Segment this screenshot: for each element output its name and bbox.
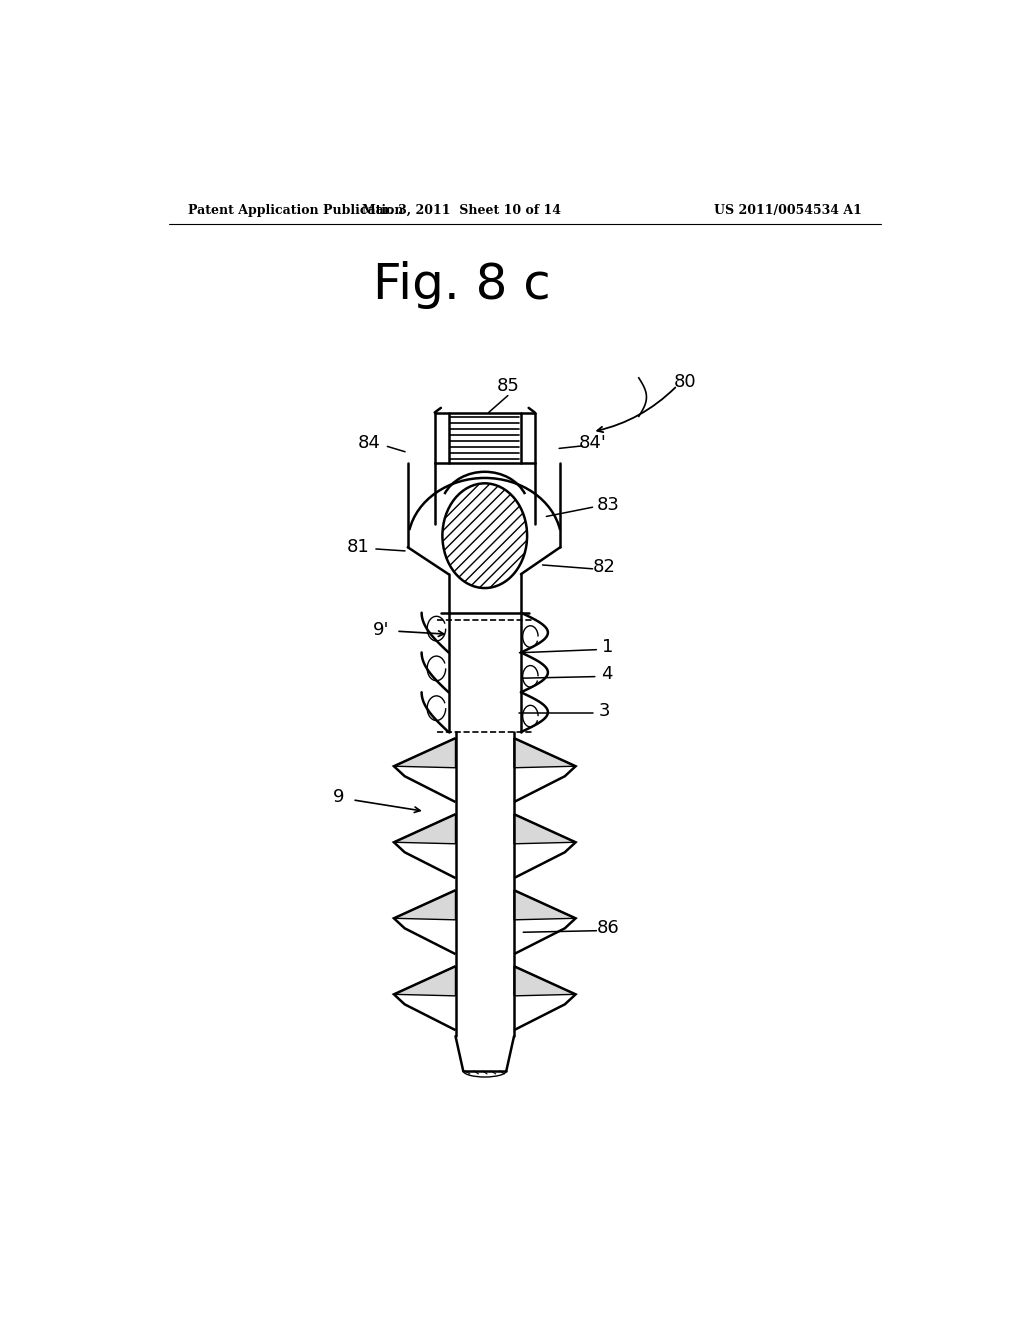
Text: 3: 3 [599,702,610,721]
Text: 9': 9' [373,620,389,639]
Text: 4: 4 [601,665,612,684]
Text: 82: 82 [593,557,615,576]
Text: 84: 84 [357,434,381,453]
Text: Patent Application Publication: Patent Application Publication [188,205,403,218]
Polygon shape [514,966,575,995]
Polygon shape [394,738,456,768]
Text: 83: 83 [597,496,620,513]
Polygon shape [514,738,575,768]
Polygon shape [394,814,456,843]
Text: 81: 81 [346,539,369,556]
Polygon shape [394,890,456,920]
Text: 85: 85 [497,376,519,395]
Polygon shape [514,890,575,920]
Polygon shape [394,966,456,995]
Ellipse shape [442,483,527,589]
Text: 86: 86 [597,920,620,937]
Text: Mar. 3, 2011  Sheet 10 of 14: Mar. 3, 2011 Sheet 10 of 14 [362,205,561,218]
Text: US 2011/0054534 A1: US 2011/0054534 A1 [714,205,862,218]
Text: 9: 9 [333,788,344,807]
Text: 84': 84' [579,434,606,453]
Text: 1: 1 [602,639,613,656]
Text: Fig. 8 c: Fig. 8 c [373,261,551,309]
Text: 80: 80 [674,372,696,391]
Polygon shape [514,814,575,843]
